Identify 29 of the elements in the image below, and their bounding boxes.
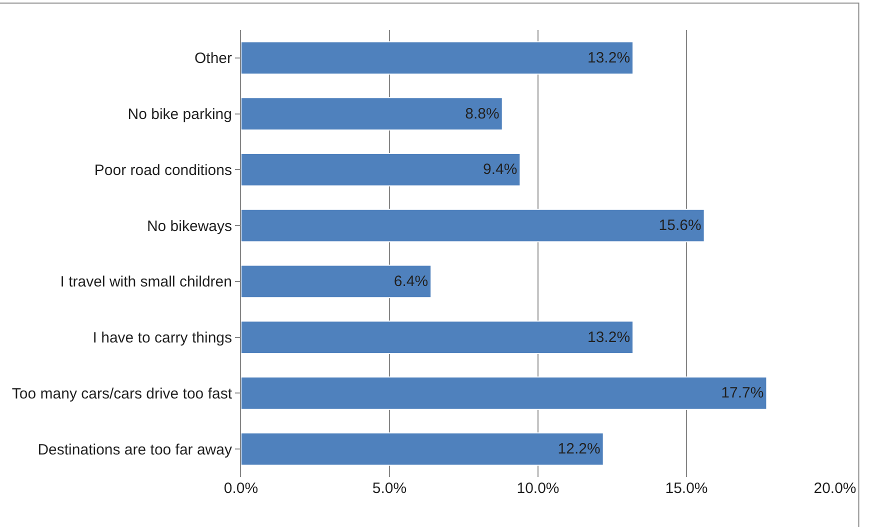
x-tick-label: 5.0% bbox=[372, 480, 407, 497]
x-tick-label: 15.0% bbox=[665, 480, 708, 497]
bar bbox=[241, 152, 521, 186]
y-tick-label: Other bbox=[194, 50, 232, 68]
x-tick-label: 10.0% bbox=[516, 480, 560, 497]
bar bbox=[241, 41, 634, 75]
x-tick-label: 0.0% bbox=[224, 480, 258, 497]
y-tick-label: No bike parking bbox=[128, 106, 232, 124]
data-label: 9.4% bbox=[482, 161, 518, 178]
bar bbox=[241, 264, 432, 298]
data-label: 13.2% bbox=[587, 328, 630, 346]
bar bbox=[241, 432, 604, 466]
bar bbox=[241, 208, 705, 242]
y-tick-label: I have to carry things bbox=[92, 330, 232, 347]
bar bbox=[241, 97, 503, 131]
data-label: 8.8% bbox=[465, 105, 500, 122]
y-tick-label: Destinations are too far away bbox=[38, 441, 232, 458]
y-tick-label: Too many cars/cars drive too fast bbox=[12, 385, 233, 402]
x-tick-label: 20.0% bbox=[814, 480, 856, 497]
y-tick-label: I travel with small children bbox=[60, 274, 232, 291]
data-label: 15.6% bbox=[658, 217, 702, 234]
y-tick-label: No bikeways bbox=[146, 218, 232, 235]
data-label: 13.2% bbox=[587, 49, 630, 66]
bar bbox=[241, 320, 634, 354]
bar bbox=[241, 376, 768, 410]
data-label: 12.2% bbox=[558, 440, 600, 458]
data-label: 17.7% bbox=[721, 384, 764, 402]
y-tick-label: Poor road conditions bbox=[94, 162, 232, 179]
data-label: 6.4% bbox=[394, 272, 428, 290]
